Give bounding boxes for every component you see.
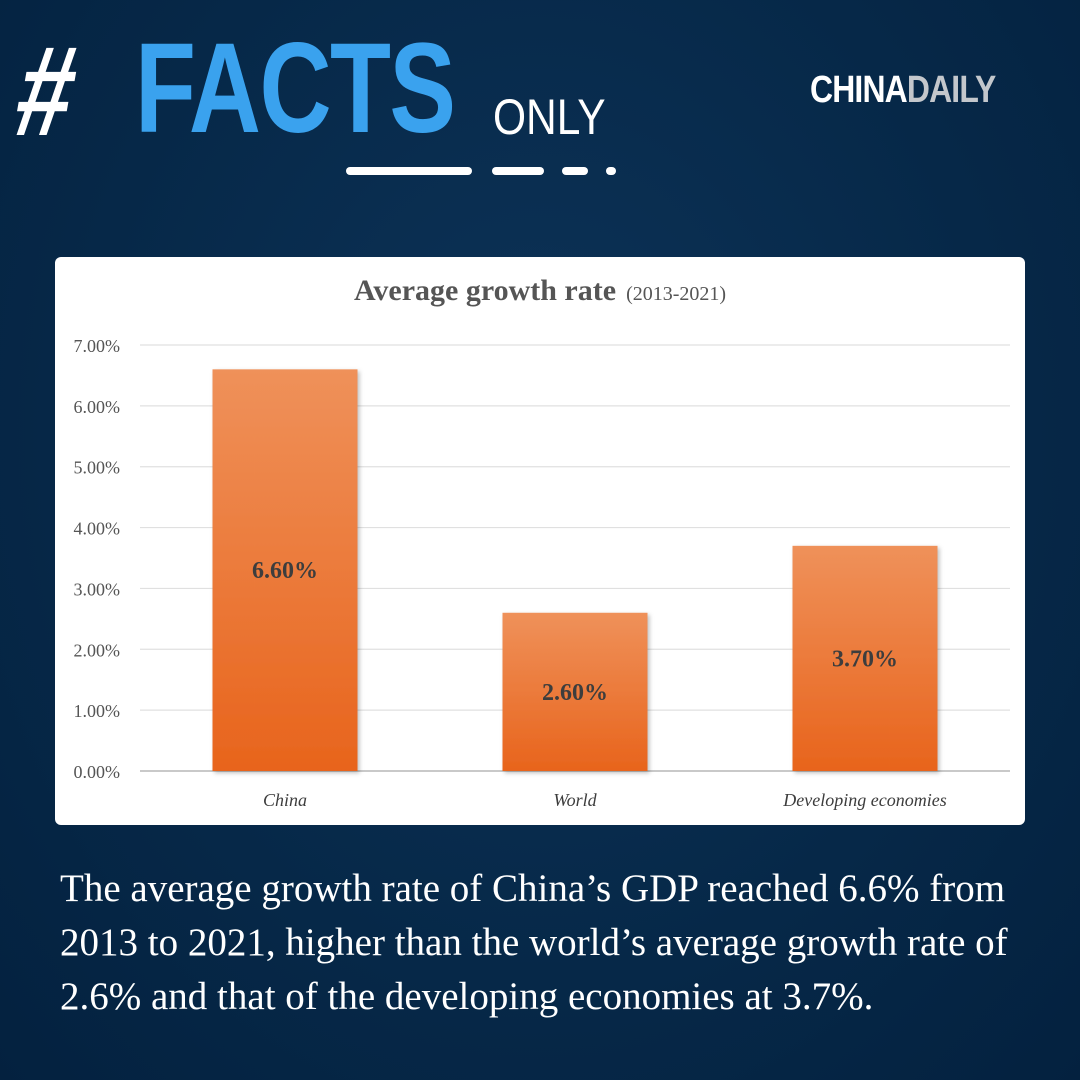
y-tick-label: 7.00% — [74, 336, 121, 356]
underline-dash — [492, 167, 544, 175]
bars — [212, 369, 938, 771]
y-tick-label: 6.00% — [74, 397, 121, 417]
data-label: 6.60% — [252, 558, 318, 584]
y-tick-label: 3.00% — [74, 579, 121, 599]
underline-dash — [562, 167, 588, 175]
x-tick-label: World — [553, 790, 597, 810]
logo-daily-text: DAILY — [906, 69, 996, 111]
x-axis-ticks: China World Developing economies — [263, 790, 947, 810]
data-label: 2.60% — [542, 680, 608, 706]
y-tick-label: 1.00% — [74, 701, 121, 721]
bar-world — [502, 612, 648, 771]
only-title: ONLY — [493, 89, 606, 145]
header: # FACTS ONLY CHINADAILY — [0, 0, 1080, 220]
x-tick-label: China — [263, 790, 307, 810]
logo-china-text: CHINA — [810, 69, 908, 111]
x-tick-label: Developing economies — [782, 790, 946, 810]
data-label: 3.70% — [832, 646, 898, 672]
y-axis-ticks: 0.00% 1.00% 2.00% 3.00% 4.00% 5.00% 6.00% 7.00% — [74, 336, 121, 782]
data-labels: 6.60% 2.60% 3.70% — [252, 558, 898, 706]
chart-title-main: Average growth rate — [354, 274, 616, 307]
bar-developing-economies — [792, 545, 938, 771]
y-tick-label: 0.00% — [74, 762, 121, 782]
chart-title: Average growth rate (2013-2021) — [354, 274, 726, 307]
chart-card: Average growth rate (2013-2021) 0.00% 1.0… — [55, 257, 1025, 825]
hashtag-symbol: # — [6, 20, 87, 163]
y-tick-label: 5.00% — [74, 458, 121, 478]
chart-title-subtitle: (2013-2021) — [626, 283, 726, 305]
underline-dash — [606, 167, 616, 175]
caption-text: The average growth rate of China’s GDP r… — [60, 867, 1008, 1018]
facts-title: FACTS — [135, 17, 456, 160]
bar-china — [212, 369, 358, 771]
underline-dash — [346, 167, 472, 175]
y-tick-label: 2.00% — [74, 640, 121, 660]
bar-chart: Average growth rate (2013-2021) 0.00% 1.0… — [74, 274, 1010, 810]
y-tick-label: 4.00% — [74, 519, 121, 539]
china-daily-logo: CHINADAILY — [810, 70, 996, 110]
